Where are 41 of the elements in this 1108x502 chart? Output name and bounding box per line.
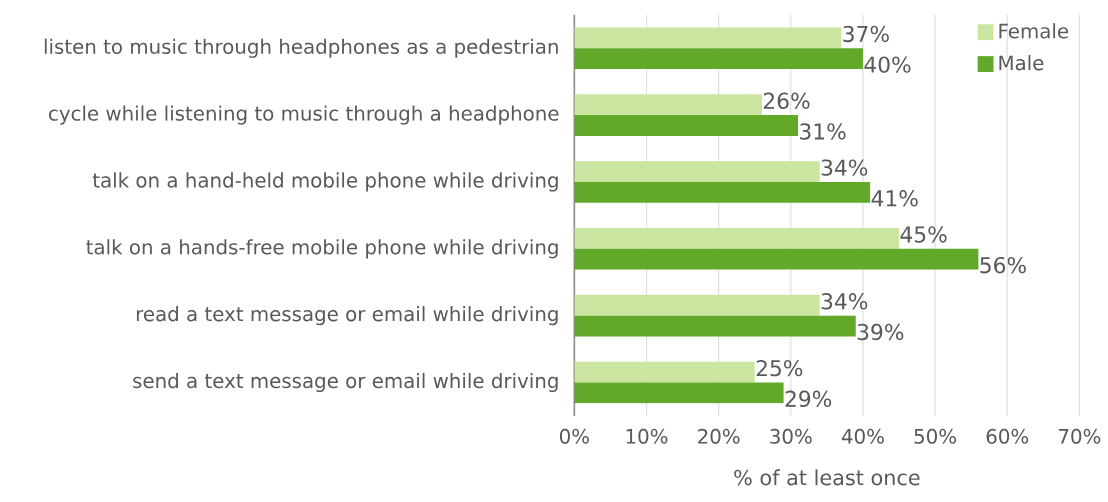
data-label: 34% (821, 159, 868, 176)
data-label: 29% (785, 390, 832, 408)
data-label: 41% (871, 190, 918, 207)
data-label: 26% (763, 92, 810, 109)
bar (574, 115, 799, 136)
y-tick-label: cycle while listening to music through a headphone (49, 105, 559, 125)
legend-label: Female (999, 23, 1069, 39)
legend-label: Male (999, 55, 1044, 71)
x-tick-label: 70% (1058, 428, 1101, 444)
data-label: 39% (857, 323, 904, 341)
bar (574, 361, 755, 383)
data-label: 56% (980, 256, 1026, 274)
data-label: 25% (756, 359, 803, 377)
bar (574, 227, 900, 249)
y-tick-label: read a text message or email while driving (136, 306, 558, 326)
x-tick-label: 0% (559, 428, 589, 444)
data-label: 31% (800, 123, 846, 140)
bar (574, 294, 820, 316)
x-tick-label: 20% (698, 428, 740, 444)
data-label: 40% (864, 56, 911, 73)
bar (574, 382, 784, 404)
data-label: 37% (843, 25, 889, 43)
x-tick-label: 50% (914, 428, 957, 444)
bar (574, 94, 762, 116)
data-label: 45% (900, 226, 947, 243)
y-tick-label: talk on a hand-held mobile phone while driving (92, 172, 558, 192)
bar (574, 48, 863, 70)
bar (574, 27, 842, 49)
bar (574, 181, 871, 203)
x-tick-label: 40% (841, 428, 884, 444)
x-tick-label: 10% (626, 428, 668, 444)
bar (574, 161, 820, 182)
y-tick-label: talk on a hands-free mobile phone while driving (86, 239, 558, 259)
y-tick-label: send a text message or email while driving (133, 372, 558, 393)
bar (574, 248, 979, 270)
x-tick-label: 30% (770, 428, 812, 444)
bar (574, 315, 856, 337)
x-tick-label: 60% (986, 428, 1029, 444)
x-axis-title: % of at least once (734, 469, 920, 486)
y-tick-label: listen to music through headphones as a pedestrian (44, 38, 558, 58)
data-label: 34% (821, 293, 868, 310)
